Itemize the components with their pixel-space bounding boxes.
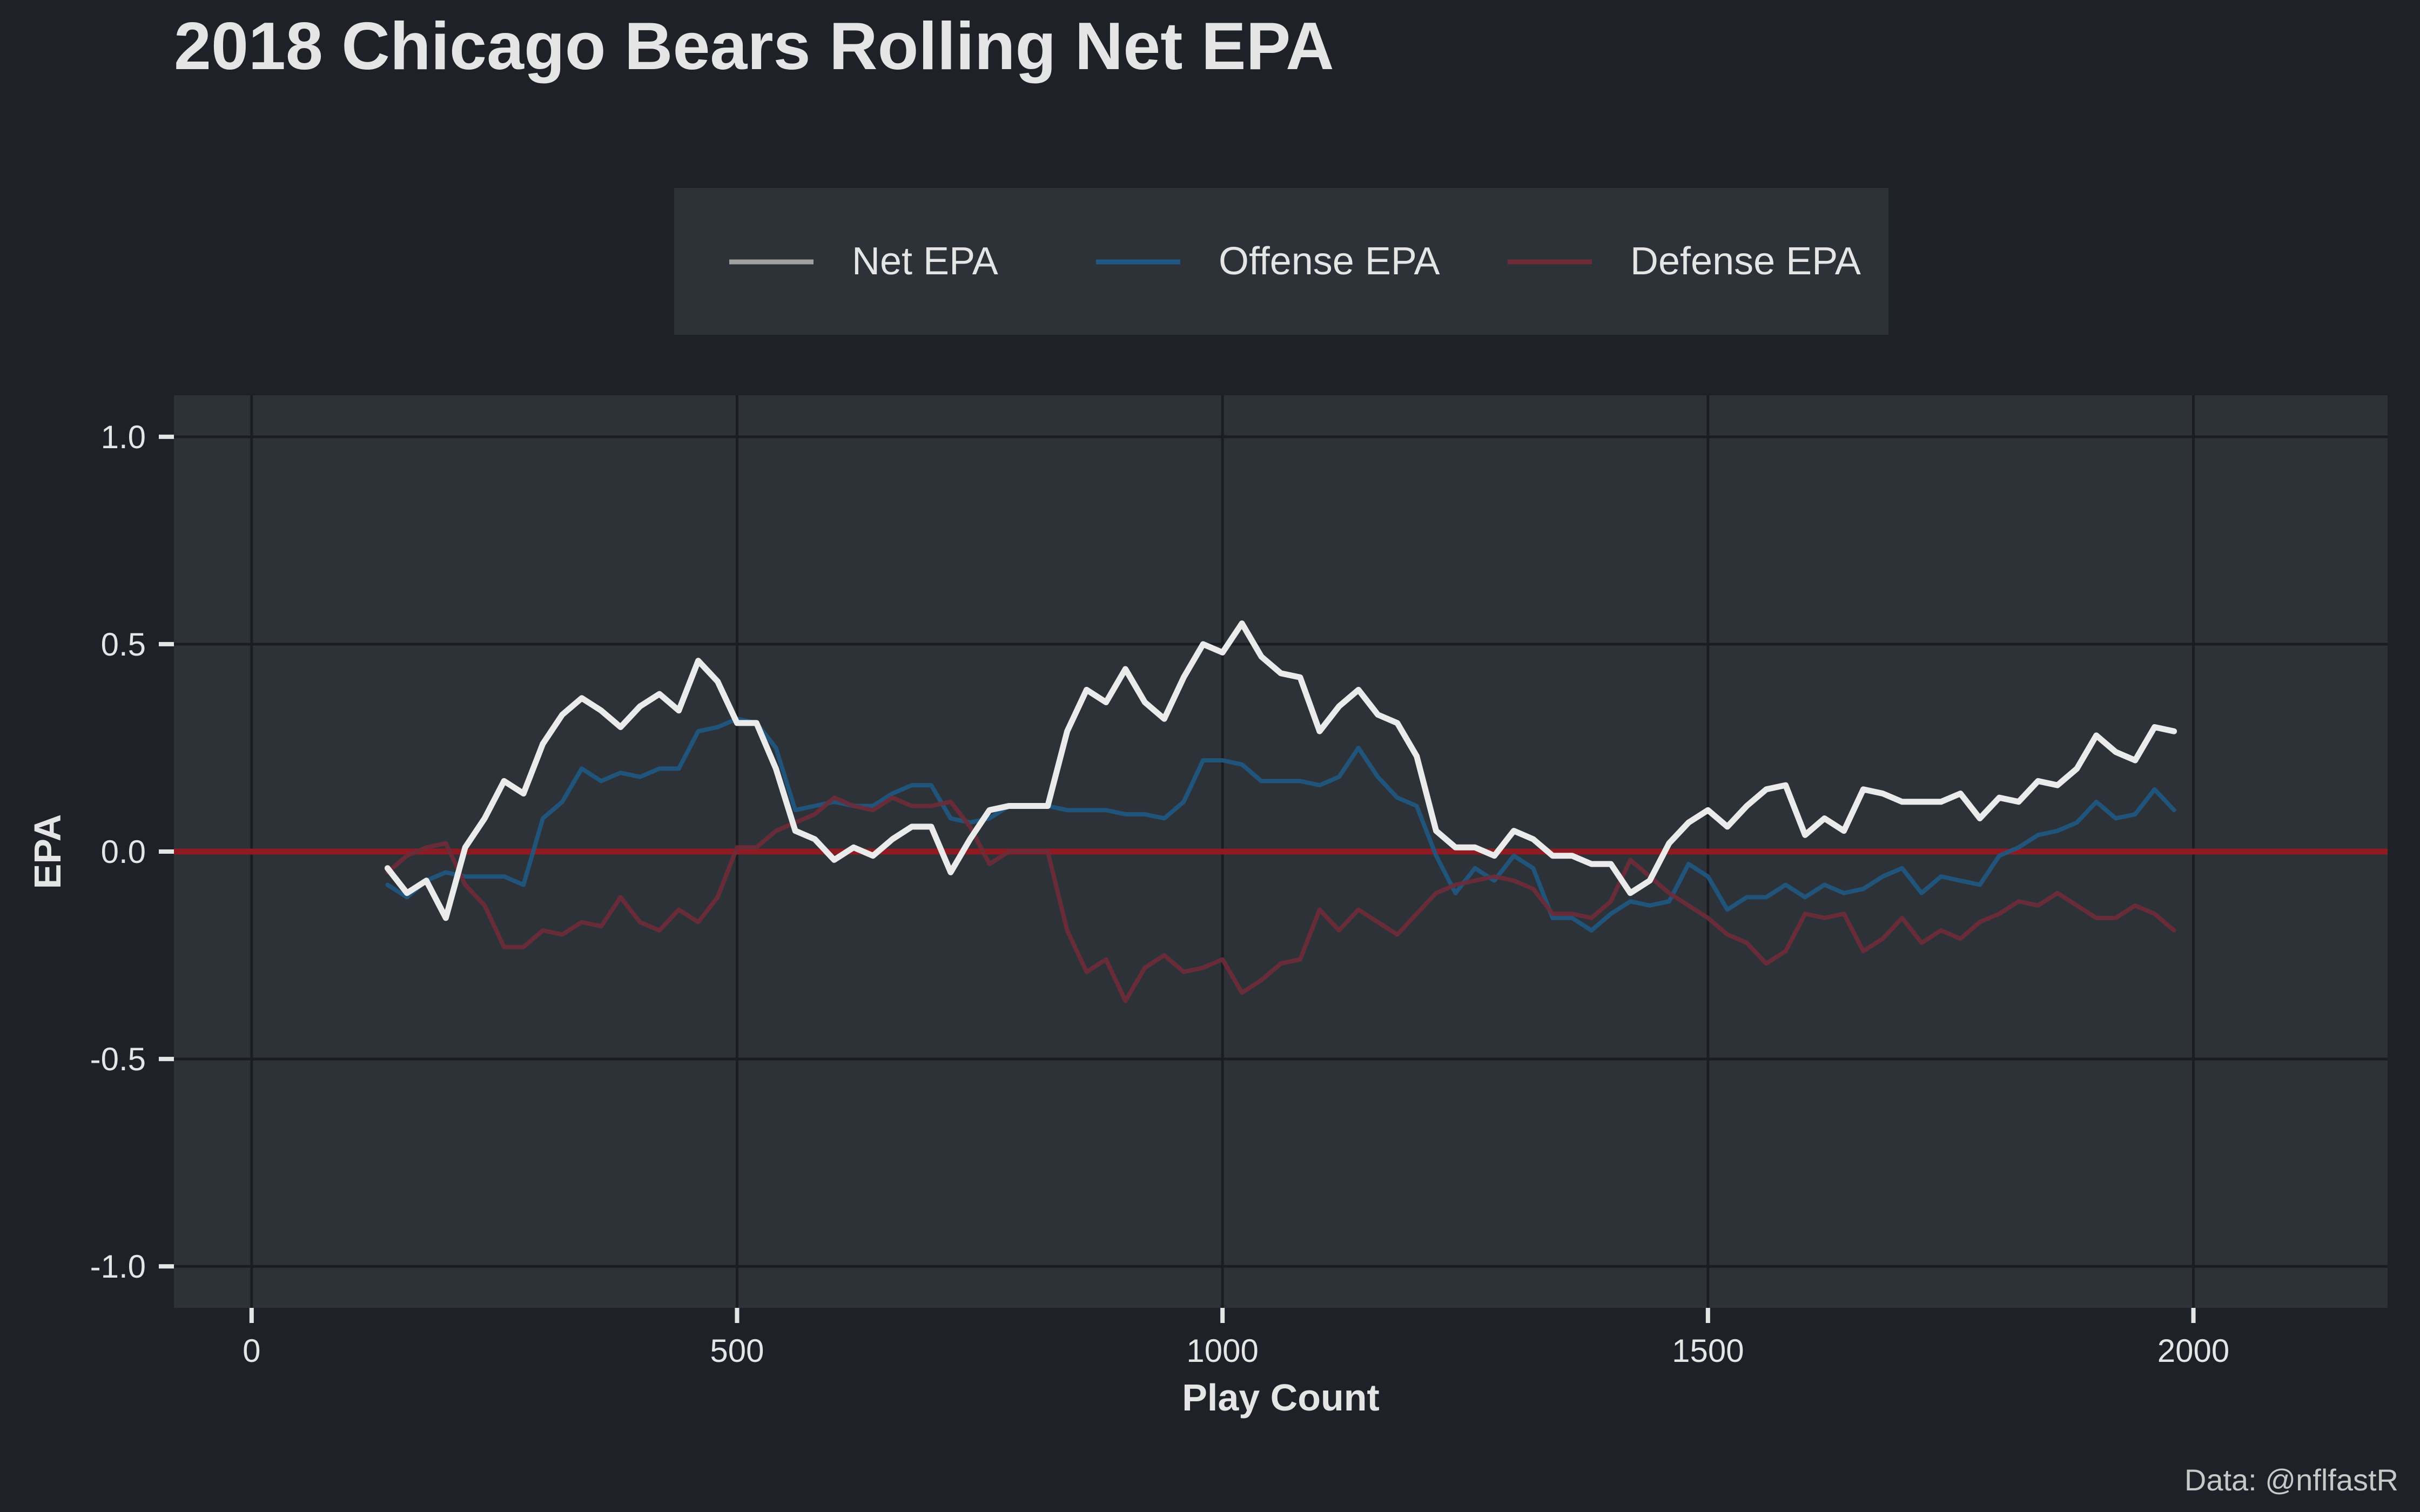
x-tick-label-2: 1000 (1186, 1333, 1258, 1369)
legend-label-net-epa: Net EPA (852, 240, 998, 283)
net-epa-line (384, 620, 2177, 921)
y-tick-label-2: 0.0 (101, 834, 146, 870)
legend: Net EPA Offense EPA Defense EPA (674, 188, 1888, 335)
caption: Data: @nflfastR (2184, 1463, 2398, 1497)
offense-epa-line (385, 717, 2176, 933)
x-axis-label: Play Count (1182, 1376, 1380, 1419)
y-tick-label-3: 0.5 (101, 626, 146, 663)
y-tick-label-0: -1.0 (90, 1248, 146, 1285)
legend-label-defense-epa: Defense EPA (1630, 240, 1861, 283)
x-tick-label-3: 1500 (1672, 1333, 1744, 1369)
x-tick-label-0: 0 (243, 1333, 260, 1369)
legend-box (674, 188, 1888, 335)
legend-label-offense-epa: Offense EPA (1219, 240, 1440, 283)
chart-title: 2018 Chicago Bears Rolling Net EPA (174, 9, 1334, 84)
x-tick-label-4: 2000 (2157, 1333, 2229, 1369)
defense-epa-line (385, 795, 2176, 1003)
y-axis-label: EPA (26, 814, 69, 889)
y-tick-label-4: 1.0 (101, 419, 146, 455)
y-tick-label-1: -0.5 (90, 1041, 146, 1077)
x-tick-label-1: 500 (710, 1333, 764, 1369)
